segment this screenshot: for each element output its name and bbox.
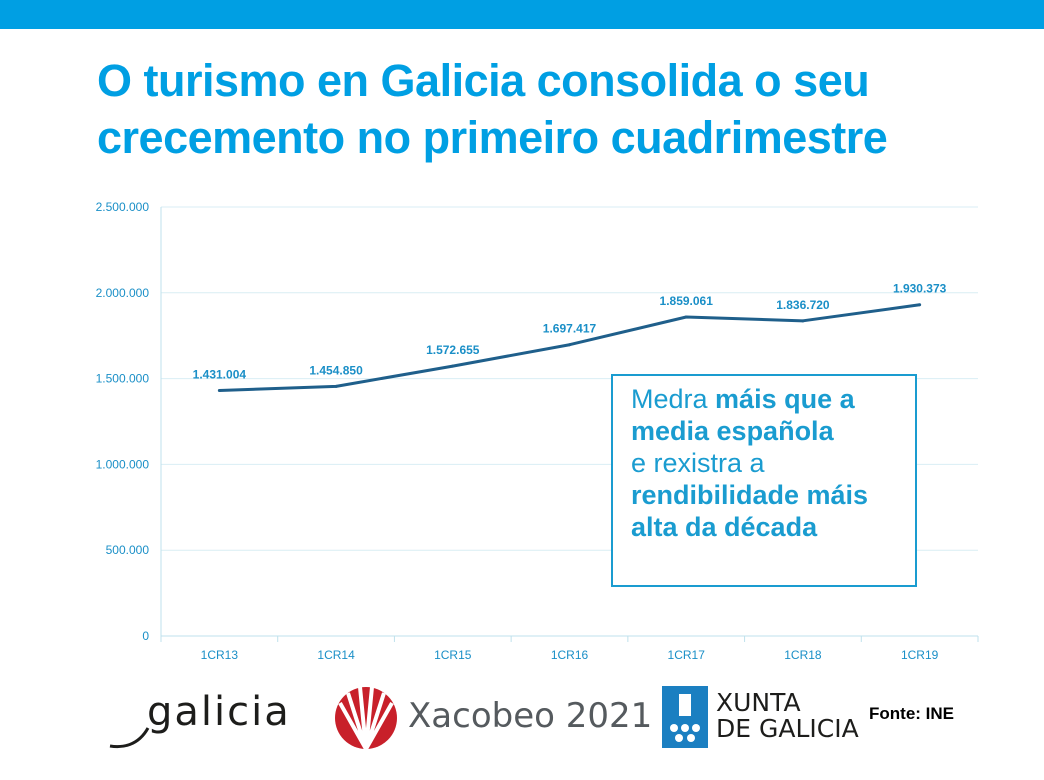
callout-line-2: media española — [631, 416, 834, 446]
data-label: 1.697.417 — [543, 322, 597, 336]
callout-text-1a: Medra — [631, 384, 716, 414]
x-tick-label: 1CR13 — [201, 648, 239, 662]
y-tick-label: 0 — [142, 629, 149, 643]
scallop-shell-icon — [335, 686, 397, 750]
data-point — [918, 303, 922, 307]
data-point — [217, 388, 221, 392]
xunta-logo-line-1: XUNTA — [716, 688, 801, 717]
x-tick-label: 1CR19 — [901, 648, 939, 662]
coat-of-arms-icon — [662, 686, 708, 748]
y-tick-label: 2.500.000 — [96, 200, 150, 214]
data-point — [684, 315, 688, 319]
xacobeo-logo — [335, 686, 397, 750]
callout-line-4: rendibilidade máis — [631, 480, 869, 510]
xunta-logo-line-2: DE GALICIA — [716, 714, 859, 743]
title-line-1: O turismo en Galicia consolida o seu — [97, 55, 870, 106]
xunta-logo — [662, 686, 708, 748]
galicia-logo — [109, 727, 150, 749]
callout-line-3: e rexistra a — [631, 448, 765, 478]
callout-line-1: Medra máis que a — [631, 383, 905, 415]
callout-box: Medra máis que a media española e rexist… — [611, 374, 917, 587]
data-label: 1.836.720 — [776, 298, 830, 312]
y-tick-label: 2.000.000 — [96, 286, 150, 300]
galicia-logo-text: galicia — [147, 689, 291, 735]
data-label: 1.930.373 — [893, 282, 947, 296]
y-tick-label: 1.000.000 — [96, 457, 150, 471]
xacobeo-logo-text: Xacobeo 2021 — [408, 696, 653, 736]
data-point — [801, 319, 805, 323]
x-tick-label: 1CR18 — [784, 648, 822, 662]
data-point — [451, 364, 455, 368]
data-label: 1.572.655 — [426, 343, 480, 357]
x-tick-label: 1CR17 — [668, 648, 706, 662]
data-label: 1.859.061 — [660, 294, 714, 308]
data-point — [334, 384, 338, 388]
x-tick-label: 1CR15 — [434, 648, 472, 662]
callout-line-5: alta da década — [631, 512, 818, 542]
y-tick-label: 1.500.000 — [96, 372, 150, 386]
title-line-2: crecemento no primeiro cuadrimestre — [97, 112, 888, 163]
source-note: Fonte: INE — [869, 704, 954, 723]
data-label: 1.454.850 — [309, 363, 363, 377]
xunta-logo-text: XUNTA DE GALICIA — [716, 690, 859, 742]
top-accent-bar — [0, 0, 1044, 29]
callout-text-1b: máis que a — [715, 384, 855, 414]
data-point — [568, 343, 571, 347]
y-tick-label: 500.000 — [106, 543, 150, 557]
slide-title: O turismo en Galicia consolida o seu cre… — [97, 52, 997, 166]
data-label: 1.431.004 — [193, 367, 247, 381]
x-tick-label: 1CR16 — [551, 648, 589, 662]
x-tick-label: 1CR14 — [317, 648, 355, 662]
